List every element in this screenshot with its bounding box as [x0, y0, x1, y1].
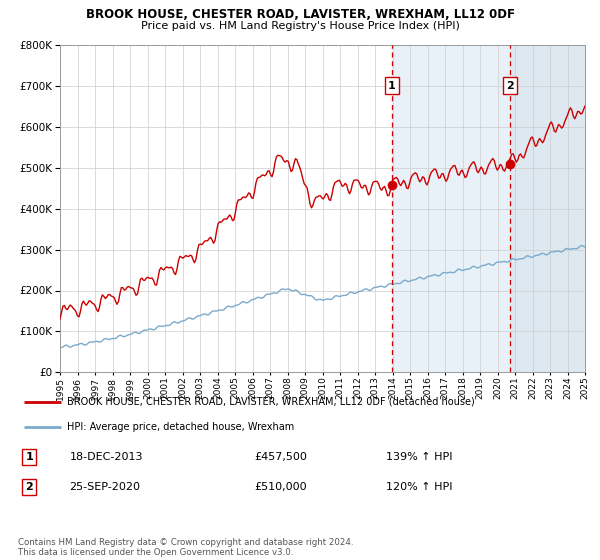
Text: BROOK HOUSE, CHESTER ROAD, LAVISTER, WREXHAM, LL12 0DF (detached house): BROOK HOUSE, CHESTER ROAD, LAVISTER, WRE… [67, 397, 475, 407]
Text: 120% ↑ HPI: 120% ↑ HPI [386, 482, 453, 492]
Text: BROOK HOUSE, CHESTER ROAD, LAVISTER, WREXHAM, LL12 0DF: BROOK HOUSE, CHESTER ROAD, LAVISTER, WRE… [86, 8, 515, 21]
Text: 1: 1 [388, 81, 395, 91]
Text: 139% ↑ HPI: 139% ↑ HPI [386, 452, 453, 462]
Text: £510,000: £510,000 [254, 482, 307, 492]
Text: £457,500: £457,500 [254, 452, 307, 462]
Text: HPI: Average price, detached house, Wrexham: HPI: Average price, detached house, Wrex… [67, 422, 294, 432]
Text: 2: 2 [25, 482, 33, 492]
Bar [392, 45, 585, 372]
Text: Contains HM Land Registry data © Crown copyright and database right 2024.
This d: Contains HM Land Registry data © Crown c… [18, 538, 353, 557]
Text: 1: 1 [25, 452, 33, 462]
Text: 25-SEP-2020: 25-SEP-2020 [70, 482, 140, 492]
Text: 18-DEC-2013: 18-DEC-2013 [70, 452, 143, 462]
Text: Price paid vs. HM Land Registry's House Price Index (HPI): Price paid vs. HM Land Registry's House … [140, 21, 460, 31]
Text: 2: 2 [506, 81, 514, 91]
Bar [510, 45, 585, 372]
